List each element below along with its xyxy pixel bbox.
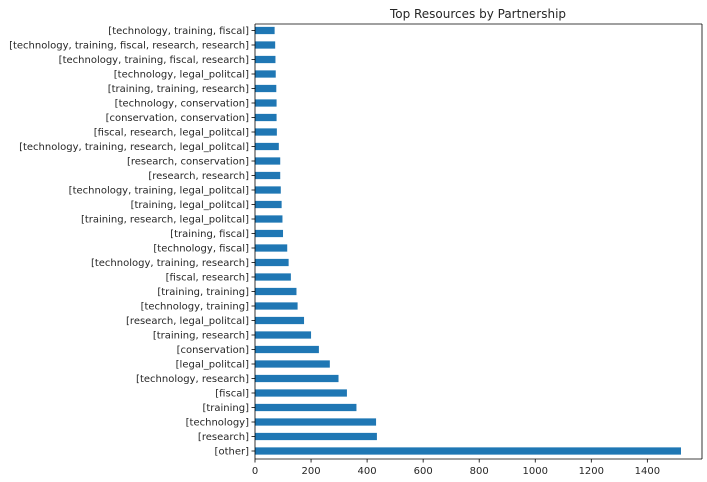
bar: [255, 70, 276, 77]
bar: [255, 447, 681, 454]
y-tick-label: [conservation, conservation]: [106, 113, 250, 124]
bar: [255, 128, 277, 135]
y-tick-label: [research, legal_politcal]: [126, 316, 249, 327]
bar: [255, 375, 339, 382]
bar: [255, 172, 280, 179]
y-tick-label: [technology, research]: [136, 374, 249, 385]
y-tick-label: [fiscal, research]: [166, 273, 249, 284]
y-tick-label: [fiscal]: [215, 389, 249, 400]
x-tick-label: 600: [414, 466, 433, 477]
y-tick-label: [fiscal, research, legal_politcal]: [94, 128, 249, 139]
bar: [255, 186, 281, 193]
y-tick-label: [legal_politcal]: [176, 360, 249, 371]
bar: [255, 99, 277, 106]
bar: [255, 346, 319, 353]
y-tick-label: [technology, training, research, legal_p…: [19, 142, 249, 153]
bar: [255, 41, 275, 48]
y-tick-label: [technology, conservation]: [115, 99, 249, 110]
bar: [255, 244, 287, 251]
y-tick-label: [training, training, research]: [108, 84, 249, 95]
bar: [255, 157, 280, 164]
x-tick-label: 1400: [635, 466, 660, 477]
y-tick-label: [training, legal_politcal]: [131, 200, 250, 211]
y-tick-label: [research, research]: [148, 171, 249, 182]
y-tick-label: [training, fiscal]: [170, 229, 249, 240]
y-tick-label: [technology, legal_politcal]: [114, 70, 249, 81]
y-tick-label: [research, conservation]: [127, 157, 249, 168]
bar: [255, 360, 330, 367]
x-tick-label: 0: [252, 466, 258, 477]
bar: [255, 114, 277, 121]
bar: [255, 230, 283, 237]
x-tick-label: 400: [358, 466, 377, 477]
bar: [255, 201, 282, 208]
y-tick-label: [technology, training, legal_politcal]: [69, 186, 249, 197]
y-tick-label: [technology, training, fiscal]: [108, 26, 249, 37]
y-tick-label: [technology, training, fiscal, research]: [59, 55, 249, 66]
x-tick-label: 1000: [523, 466, 548, 477]
y-tick-label: [technology, training, research]: [91, 258, 249, 269]
bar: [255, 215, 282, 222]
y-tick-label: [technology, training]: [141, 302, 250, 313]
y-tick-label: [technology]: [186, 418, 249, 429]
y-tick-label: [other]: [215, 447, 250, 458]
x-tick-label: 800: [470, 466, 489, 477]
x-tick-label: 1200: [579, 466, 604, 477]
bar: [255, 418, 376, 425]
bar: [255, 302, 298, 309]
bar: [255, 317, 304, 324]
y-tick-label: [research]: [198, 432, 249, 443]
bar: [255, 85, 276, 92]
bar: [255, 56, 275, 63]
y-tick-label: [training, research, legal_politcal]: [81, 215, 249, 226]
y-tick-label: [training]: [202, 403, 249, 414]
chart-title: Top Resources by Partnership: [389, 7, 566, 21]
y-tick-label: [technology, training, fiscal, research,…: [9, 41, 249, 52]
y-tick-label: [technology, fiscal]: [153, 244, 249, 255]
bar: [255, 331, 311, 338]
bar: [255, 389, 347, 396]
y-tick-label: [training, training]: [157, 287, 249, 298]
bar: [255, 273, 291, 280]
bar: [255, 288, 296, 295]
y-tick-label: [conservation]: [177, 345, 250, 356]
bar: [255, 143, 279, 150]
y-tick-label: [training, research]: [153, 331, 249, 342]
bar: [255, 433, 377, 440]
x-tick-label: 200: [302, 466, 321, 477]
bar: [255, 404, 356, 411]
bar: [255, 27, 275, 34]
bar: [255, 259, 289, 266]
